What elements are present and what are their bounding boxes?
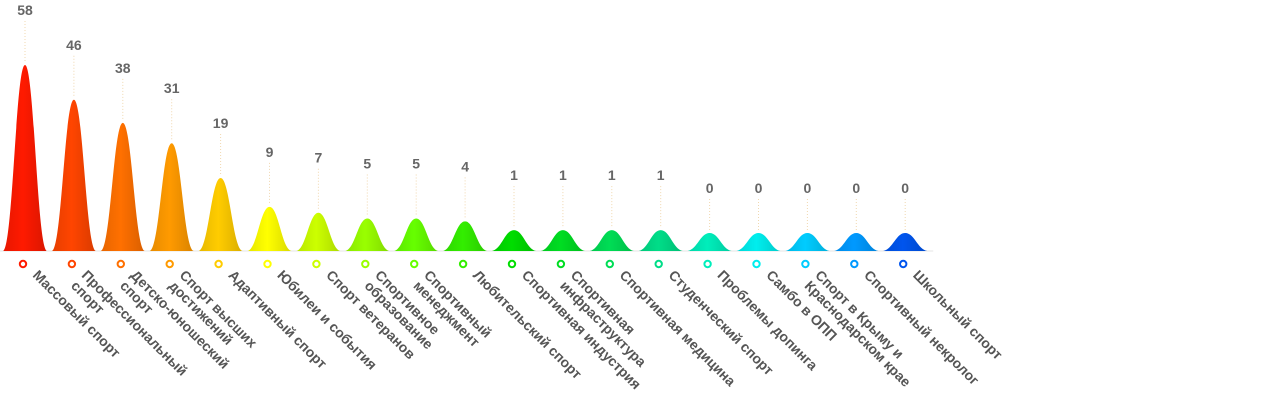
category-label: Школьный спорт [910,267,1006,363]
category-marker [312,259,321,269]
data-label: 1 [559,167,567,183]
data-label: 5 [363,156,371,172]
bar[interactable] [247,206,292,251]
category-marker [263,259,272,269]
data-label: 46 [66,37,82,53]
data-label: 5 [412,156,420,172]
data-label: 9 [266,144,274,160]
category-marker [899,259,908,269]
data-label: 0 [755,180,763,196]
bar[interactable] [834,233,879,251]
data-label: 1 [510,167,518,183]
bar[interactable] [443,221,488,251]
bar[interactable] [638,230,683,251]
category-marker [214,259,223,269]
category-marker [116,259,126,269]
category-marker [165,259,174,269]
bar[interactable] [785,233,830,251]
category-marker [801,259,810,269]
data-label: 1 [608,167,616,183]
bar[interactable] [198,177,243,251]
bar[interactable] [492,230,536,251]
bar[interactable] [51,99,96,251]
bar[interactable] [589,230,634,251]
bar[interactable] [296,212,341,251]
bar[interactable] [883,233,928,251]
category-marker [752,259,761,269]
data-label: 0 [706,180,714,196]
data-label: 0 [804,180,812,196]
data-label: 58 [17,2,33,18]
category-marker [18,259,28,269]
data-label: 4 [461,158,469,174]
bar[interactable] [345,218,390,251]
category-marker [556,259,566,269]
category-marker [654,259,663,269]
category-marker [507,259,517,269]
bar[interactable] [687,233,732,251]
data-label: 1 [657,167,665,183]
category-marker [458,259,468,269]
data-label: 0 [901,180,909,196]
bar[interactable] [540,230,585,251]
bar[interactable] [3,65,47,251]
category-marker [67,259,77,269]
data-label: 31 [164,80,180,96]
bar[interactable] [100,122,145,252]
data-label: 0 [852,180,860,196]
category-marker [703,259,712,269]
bar[interactable] [149,143,194,251]
bar[interactable] [394,218,439,251]
data-label: 38 [115,60,131,76]
data-label: 19 [213,115,229,131]
category-marker [361,259,370,269]
category-marker [410,259,419,269]
bar[interactable] [736,233,781,251]
data-label: 7 [315,150,323,166]
category-marker [850,259,859,269]
category-marker [605,259,614,269]
